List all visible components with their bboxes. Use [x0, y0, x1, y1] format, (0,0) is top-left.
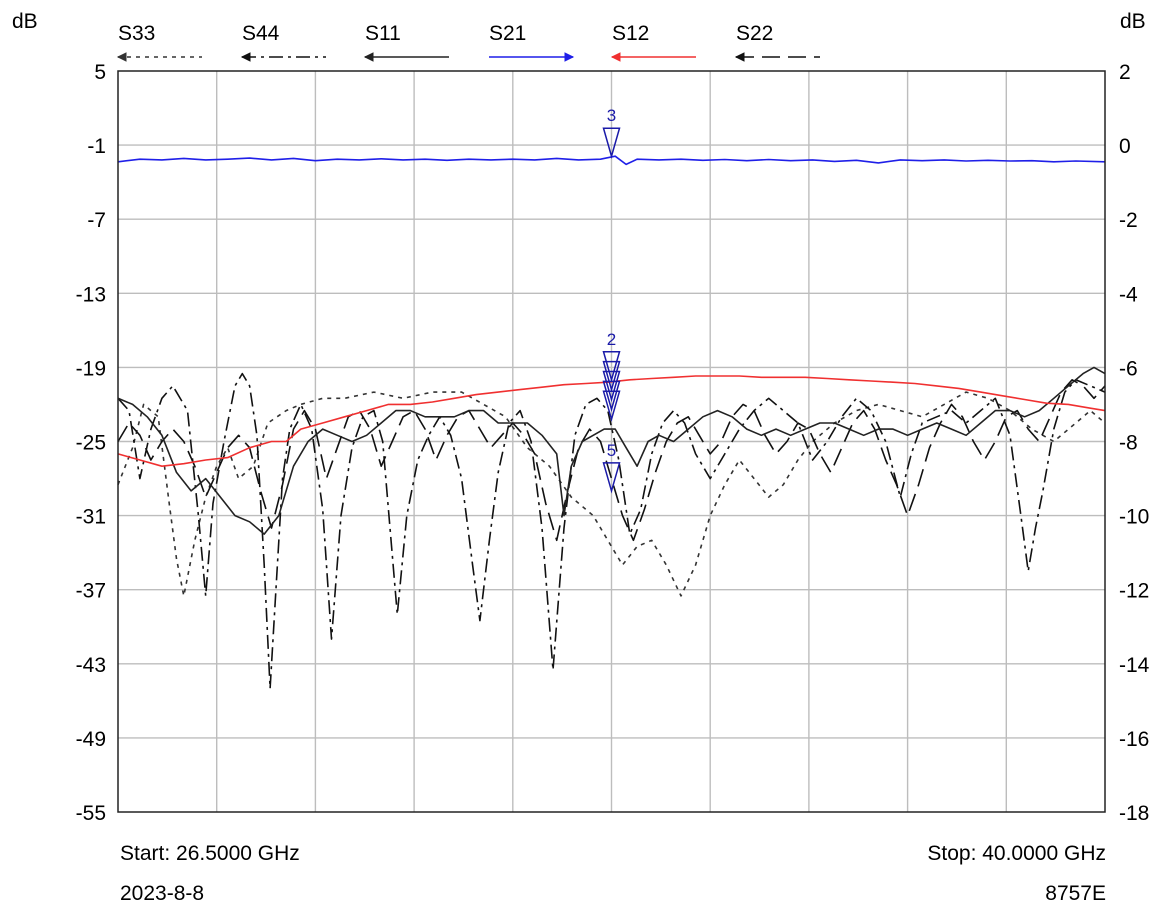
left-tick-label: -43	[76, 654, 106, 677]
marker-number: 3	[607, 106, 616, 125]
right-tick-label: -12	[1119, 580, 1149, 603]
legend-arrow-icon	[363, 52, 374, 62]
stop-frequency-label: Stop: 40.0000 GHz	[927, 842, 1106, 865]
marker-triangle	[602, 127, 621, 159]
right-tick-label: -14	[1119, 654, 1150, 677]
legend-arrow-icon	[610, 52, 621, 62]
left-tick-label: -19	[76, 357, 106, 380]
right-tick-label: -16	[1119, 728, 1149, 751]
legend-label-s12: S12	[612, 22, 649, 45]
series-s12-line	[117, 375, 1106, 467]
marker-triangle	[602, 390, 621, 423]
legend-arrow-icon	[734, 52, 745, 62]
right-tick-label: 0	[1119, 135, 1131, 158]
legend-label-s44: S44	[242, 22, 280, 45]
traces-layer	[117, 155, 1106, 690]
legend-arrow-icon	[116, 52, 127, 62]
series-s33-line	[117, 391, 1106, 597]
legend-arrow-icon	[564, 52, 575, 62]
left-tick-label: -31	[76, 506, 106, 529]
left-tick-label: -49	[76, 728, 106, 751]
legend-label-s33: S33	[118, 22, 155, 45]
left-tick-label: -1	[87, 135, 106, 158]
marker-triangle	[602, 360, 621, 393]
start-frequency-label: Start: 26.5000 GHz	[120, 842, 300, 865]
right-axis-unit: dB	[1120, 10, 1146, 33]
right-tick-label: -10	[1119, 506, 1149, 529]
series-s11-line	[117, 366, 1106, 535]
left-tick-label: -7	[87, 209, 106, 232]
marker-triangle	[602, 351, 621, 383]
legend-arrow-icon	[240, 52, 251, 62]
left-tick-label: 5	[94, 61, 106, 84]
legend-label-s21: S21	[489, 22, 526, 45]
left-axis-ticks: 5 -1 -7 -13 -19 -25 -31 -37 -43 -49 -55	[76, 61, 106, 825]
marker-number: 5	[607, 441, 616, 460]
right-tick-label: 2	[1119, 61, 1131, 84]
markers-layer: 3 2 5	[602, 106, 621, 494]
plot-frame	[117, 70, 1106, 813]
left-axis-unit: dB	[12, 10, 38, 33]
series-s22-line	[117, 379, 1106, 542]
right-tick-label: -8	[1119, 432, 1138, 455]
legend-label-s22: S22	[736, 22, 773, 45]
marker-number: 2	[607, 330, 616, 349]
marker-triangle	[602, 462, 621, 494]
marker-triangle	[602, 380, 621, 413]
series-s21-line	[117, 155, 1106, 166]
legend-label-s11: S11	[365, 22, 401, 45]
right-tick-label: -18	[1119, 802, 1149, 825]
right-tick-label: -2	[1119, 209, 1138, 232]
model-label: 8757E	[1045, 882, 1106, 905]
left-tick-label: -55	[76, 802, 106, 825]
grid-lines	[118, 71, 1105, 812]
left-tick-label: -37	[76, 580, 106, 603]
right-tick-label: -4	[1119, 283, 1138, 306]
date-label: 2023-8-8	[120, 882, 204, 905]
series-s44-line	[117, 372, 1106, 690]
right-tick-label: -6	[1119, 357, 1138, 380]
left-tick-label: -13	[76, 283, 106, 306]
left-tick-label: -25	[76, 432, 106, 455]
right-axis-ticks: 2 0 -2 -4 -6 -8 -10 -12 -14 -16 -18	[1119, 61, 1150, 825]
marker-triangle	[602, 370, 621, 403]
legend: S33 S44 S11 S21 S12 S22	[116, 22, 820, 62]
